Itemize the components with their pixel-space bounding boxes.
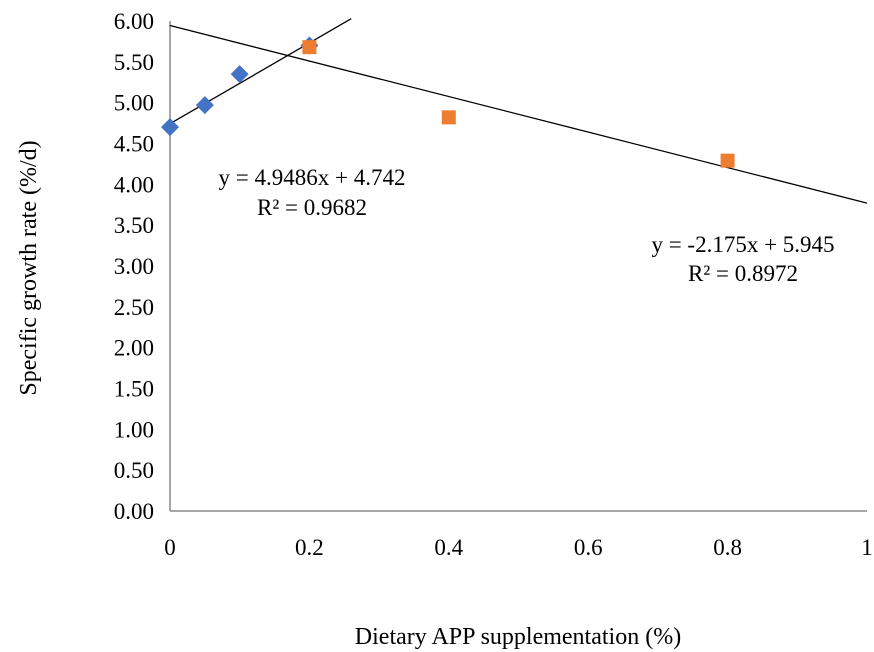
series-1-point (161, 118, 179, 137)
trendline-1-equation: y = 4.9486x + 4.742 (219, 165, 406, 190)
plot-area (169, 21, 867, 512)
y-tick-label: 3.00 (114, 254, 154, 279)
series-2-point (720, 153, 735, 168)
series-1-point (230, 65, 249, 84)
y-axis-title: Specific growth rate (%/d) (16, 140, 42, 395)
trendline-1-r2: R² = 0.9682 (257, 195, 367, 220)
x-tick-label: 0.4 (434, 535, 463, 560)
y-tick-label: 4.50 (114, 132, 154, 157)
y-tick-label: 1.50 (114, 377, 154, 402)
y-tick-label: 0.50 (114, 458, 154, 483)
x-tick-label: 0.8 (713, 535, 742, 560)
x-tick-label: 0 (164, 535, 176, 560)
series-1-point (195, 96, 214, 115)
x-axis-title: Dietary APP supplementation (%) (355, 624, 681, 650)
trendline-2-equation: y = -2.175x + 5.945 (651, 232, 834, 257)
y-tick-labels: 0.00 0.50 1.00 1.50 2.00 2.50 3.00 3.50 4.00 4.50… (114, 9, 154, 524)
trendline-1 (169, 18, 352, 125)
y-tick-label: 6.00 (114, 9, 154, 34)
y-tick-label: 5.00 (114, 91, 154, 116)
x-tick-label: 0.6 (574, 535, 603, 560)
data-points (161, 36, 735, 168)
x-tick-label: 0.2 (295, 535, 324, 560)
y-tick-label: 3.50 (114, 213, 154, 238)
series-2-point (302, 40, 317, 55)
series-2-point (441, 110, 456, 125)
y-tick-label: 2.50 (114, 295, 154, 320)
y-tick-label: 1.00 (114, 417, 154, 442)
y-tick-label: 4.00 (114, 172, 154, 197)
y-tick-label: 0.00 (114, 499, 154, 524)
trendline-2 (169, 24, 868, 204)
trendline-2-r2: R² = 0.8972 (688, 261, 798, 286)
y-tick-label: 2.00 (114, 336, 154, 361)
x-tick-labels: 0 0.2 0.4 0.6 0.8 1 (164, 535, 873, 560)
y-tick-label: 5.50 (114, 50, 154, 75)
x-tick-label: 1 (861, 535, 873, 560)
